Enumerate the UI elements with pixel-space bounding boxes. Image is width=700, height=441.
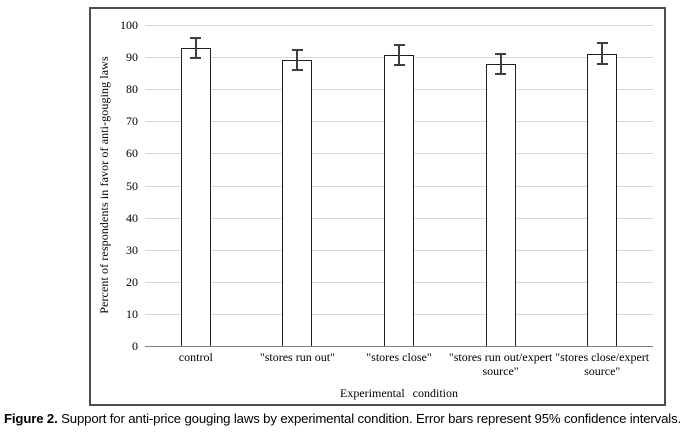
- x-tick-label-4: "stores close/expert source": [555, 350, 650, 378]
- error-bar-0-top-cap: [190, 36, 202, 39]
- figure-caption-label: Figure 2.: [4, 411, 58, 426]
- x-axis-title: Experimental condition: [340, 386, 458, 400]
- plot-area: [145, 25, 653, 347]
- error-bar-3: [499, 53, 502, 75]
- x-axis-line: [145, 346, 653, 347]
- error-bar-3-top-cap: [495, 52, 507, 55]
- y-tick-label-20: 20: [126, 274, 138, 289]
- y-axis-ticks: 0 10 20 30 40 50 60 70 80 90 100: [91, 9, 138, 404]
- y-tick-label-90: 90: [126, 50, 138, 65]
- error-bar-2: [398, 44, 400, 65]
- y-tick-label-0: 0: [132, 339, 138, 353]
- error-bar-3-bottom-cap: [495, 73, 507, 76]
- error-bar-0: [194, 37, 197, 58]
- bar-1: [282, 60, 313, 346]
- y-tick-label-50: 50: [126, 178, 138, 193]
- error-bar-4-top-cap: [596, 42, 608, 44]
- x-tick-label-0: control: [178, 350, 213, 364]
- x-tick-label-1: "stores run out": [259, 350, 335, 364]
- error-bar-1-top-cap: [291, 49, 303, 52]
- chart-frame: Percent of respondents in favor of anti-…: [89, 7, 666, 406]
- bar-2: [384, 54, 414, 346]
- error-bar-1-bottom-cap: [291, 68, 303, 71]
- error-bar-1: [296, 50, 299, 70]
- y-tick-label-10: 10: [126, 306, 138, 321]
- gridline-y100: [145, 25, 653, 26]
- y-tick-label-70: 70: [126, 114, 138, 129]
- figure-caption-text: Support for anti-price gouging laws by e…: [57, 411, 682, 426]
- y-tick-label-60: 60: [126, 146, 138, 161]
- y-tick-label-40: 40: [126, 210, 138, 225]
- bar-4: [587, 53, 618, 346]
- y-tick-label-30: 30: [126, 242, 138, 257]
- y-tick-label-100: 100: [120, 18, 138, 32]
- bar-3: [485, 64, 516, 346]
- error-bar-4-bottom-cap: [596, 63, 608, 66]
- error-bar-0-bottom-cap: [190, 57, 202, 60]
- x-tick-label-2: "stores close": [366, 350, 432, 364]
- x-tick-label-3: "stores run out/expert source": [448, 350, 553, 378]
- error-bar-2-top-cap: [393, 43, 405, 46]
- error-bar-4: [601, 43, 604, 65]
- figure-caption: Figure 2. Support for anti-price gouging…: [4, 410, 698, 427]
- y-tick-label-80: 80: [126, 82, 138, 97]
- error-bar-2-bottom-cap: [393, 63, 405, 66]
- bar-0: [180, 47, 211, 346]
